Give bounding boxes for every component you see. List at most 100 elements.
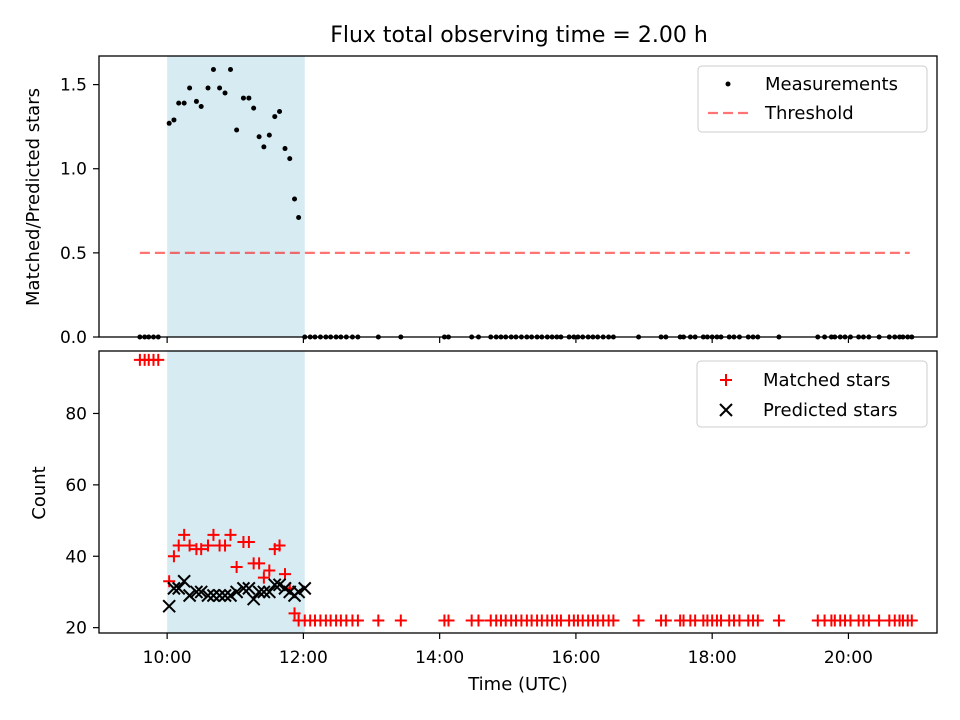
predicted-star-point [177,574,191,588]
matched-star-point [905,614,918,627]
measurement-point [181,100,187,106]
count-panel-frame [98,350,938,634]
measurement-point [292,196,298,202]
predicted-star-point [291,585,306,599]
matched-star-point [263,564,276,577]
matched-star-point [224,528,237,541]
measurement-point [193,98,199,104]
legend-matched-marker [720,374,732,386]
matched-star-point [288,607,301,620]
x-tick-label: 20:00 [824,648,873,668]
legend-measurements-label: Measurements [765,74,898,95]
measurement-point [287,156,293,162]
ratio-panel-frame [98,55,938,338]
matched-star-point [751,614,764,627]
measurement-point [240,95,246,101]
measurement-point [261,144,267,150]
x-tick-label: 16:00 [551,648,600,668]
ratio-legend: Measurements Threshold [697,65,928,133]
matched-star-point [772,614,785,627]
matched-star-point [257,571,270,584]
matched-star-point [278,568,291,581]
measurement-point [166,120,172,126]
matched-star-point [195,543,208,556]
measurement-point [210,66,216,72]
measurement-point [272,114,278,120]
measurement-point [246,95,252,101]
ratio-highlight-span [167,56,305,337]
ratio-panel: 0.0 0.5 1.0 1.5 Matched/Predicted stars Mea… [23,55,938,348]
figure-title: Flux total observing time = 2.00 h [330,23,708,48]
measurement-point [266,132,272,138]
predicted-star-point [257,585,271,599]
ratio-y-tick-label: 1.0 [60,160,87,180]
count-legend: Matched stars Predicted stars [696,360,928,428]
predicted-star-point [223,588,238,603]
matched-star-point [632,614,645,627]
predicted-star-point [206,588,221,603]
predicted-star-point [194,585,208,599]
x-tick-label: 18:00 [688,648,737,668]
x-tick-label: 10:00 [143,648,192,668]
matched-star-point [163,575,176,588]
measurement-point [282,146,288,152]
matched-star-point [242,535,255,548]
count-y-tick-label: 40 [65,547,87,567]
count-y-axis-label: Count [29,466,50,519]
matched-star-point [862,614,875,627]
ratio-y-tick-label: 0.5 [60,244,87,264]
count-legend-box [696,360,928,428]
predicted-star-point [201,588,215,603]
matched-star-point [659,614,672,627]
ratio-y-tick-label: 1.5 [60,76,87,96]
predicted-star-point [212,588,227,603]
predicted-star-point [229,585,244,599]
ratio-legend-box [697,65,928,133]
matched-star-point [442,614,455,627]
legend-measurements-marker [725,81,731,87]
legend-predicted-marker [719,403,733,417]
matched-star-point [219,539,232,552]
matched-star-point [152,353,165,366]
predicted-star-point [268,578,282,592]
matched-star-point [273,539,286,552]
matched-star-point [253,557,266,570]
predicted-star-point [162,599,176,613]
matched-star-point [230,560,243,573]
predicted-star-point [218,588,232,603]
matched-star-point [351,614,364,627]
legend-threshold-label: Threshold [764,103,854,124]
predicted-star-point [189,585,204,599]
measurement-point [256,134,262,140]
predicted-star-point [298,581,312,596]
predicted-star-point [246,592,261,606]
predicted-star-point [236,581,251,596]
measurement-point [234,127,240,133]
measurement-point [227,66,233,72]
ratio-y-axis-label: Matched/Predicted stars [23,88,44,306]
predicted-star-point [252,585,266,599]
measurement-point [198,103,204,109]
predicted-star-point [262,585,277,599]
measurement-point [277,109,283,115]
matched-star-point [873,614,886,627]
measurement-point [205,85,211,91]
measurement-point [251,105,257,111]
predicted-star-point [242,581,256,596]
count-y-tick-label: 60 [65,476,87,496]
matched-star-point [183,539,196,552]
count-panel: 20 40 60 80 10:00 12:00 14:00 16:00 18:00 20:00 C… [29,350,938,695]
matched-star-point [207,528,220,541]
matched-star-point [167,550,180,563]
legend-matched-label: Matched stars [763,370,890,391]
x-tick-label: 14:00 [415,648,464,668]
measurement-point [187,85,193,91]
matched-star-point [202,539,215,552]
x-axis-label: Time (UTC) [467,674,568,695]
ratio-y-tick-label: 0.0 [60,328,87,348]
count-y-tick-label: 20 [65,619,87,639]
x-tick-label: 12:00 [279,648,328,668]
count-y-tick-label: 80 [65,404,87,424]
matched-star-point [472,614,485,627]
measurement-point [171,117,177,123]
